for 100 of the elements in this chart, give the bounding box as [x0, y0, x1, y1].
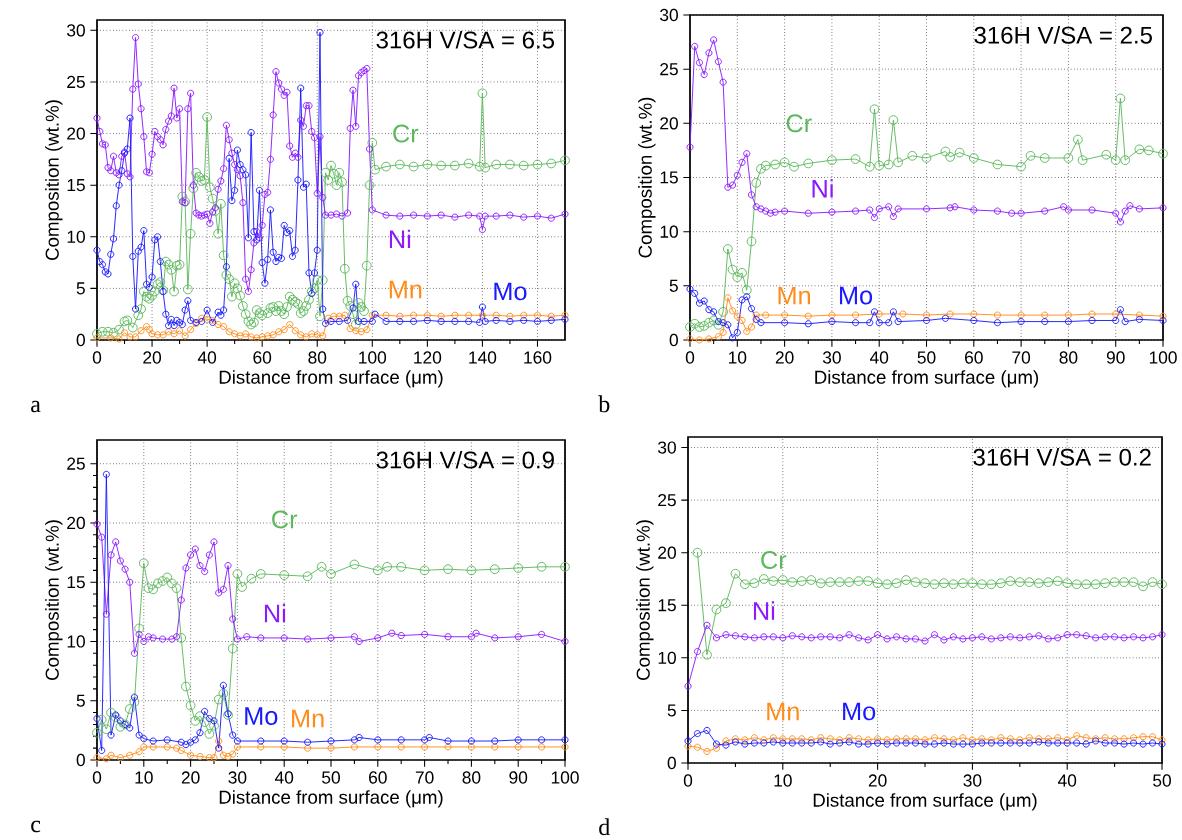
point — [760, 633, 768, 641]
point — [729, 181, 737, 189]
point — [195, 711, 205, 722]
point — [107, 751, 115, 759]
point — [894, 205, 902, 213]
point — [1092, 634, 1100, 642]
point — [804, 312, 812, 320]
point — [246, 573, 257, 584]
point — [382, 561, 393, 572]
point — [1148, 733, 1157, 741]
point — [750, 739, 758, 747]
point — [196, 752, 204, 760]
point — [757, 319, 765, 327]
point — [182, 564, 190, 572]
point — [817, 738, 825, 746]
point — [138, 558, 149, 569]
point — [864, 161, 875, 172]
point — [421, 736, 429, 744]
point — [1101, 633, 1109, 641]
point — [280, 743, 288, 751]
point — [911, 735, 920, 743]
point — [191, 545, 199, 553]
point — [102, 610, 110, 618]
x-tick-label: 0 — [92, 351, 102, 364]
chart-title: 316H V/SA = 0.9 — [376, 450, 554, 469]
point — [817, 633, 825, 641]
point — [750, 634, 758, 642]
y-tick-label: 10 — [67, 230, 85, 243]
point — [760, 160, 771, 171]
point — [92, 727, 102, 738]
point — [940, 146, 951, 157]
point — [714, 58, 722, 66]
point — [201, 568, 209, 576]
point — [1064, 206, 1072, 214]
point — [911, 635, 920, 643]
point — [815, 578, 826, 589]
y-axis-title: Composition (wt.%) — [638, 97, 656, 258]
point — [722, 741, 730, 749]
point — [182, 741, 190, 749]
point — [536, 561, 547, 572]
point — [806, 575, 817, 585]
point — [889, 212, 897, 221]
x-tick-label: 40 — [869, 351, 889, 364]
point — [771, 208, 779, 216]
point — [419, 565, 430, 576]
point — [788, 739, 796, 747]
x-tick-label: 160 — [524, 351, 552, 364]
point — [921, 637, 929, 645]
point — [355, 733, 363, 742]
y-tick-label: 5 — [76, 694, 85, 707]
point — [789, 161, 799, 172]
point — [978, 739, 986, 747]
x-tick-label: 80 — [308, 351, 327, 364]
point — [1008, 209, 1016, 217]
point — [1044, 635, 1052, 643]
point — [397, 632, 405, 640]
point — [930, 734, 939, 742]
series-label: Ni — [389, 229, 411, 249]
point — [686, 143, 694, 151]
point — [743, 150, 751, 158]
point — [703, 621, 711, 629]
point — [752, 203, 760, 211]
point — [968, 153, 979, 163]
point — [444, 737, 452, 745]
point — [257, 737, 265, 745]
point — [190, 716, 201, 726]
point — [1005, 576, 1016, 586]
point — [1006, 633, 1014, 641]
point — [152, 578, 163, 589]
point — [101, 724, 112, 735]
point — [693, 648, 702, 656]
point — [992, 159, 1003, 170]
point — [883, 159, 894, 170]
point — [1063, 153, 1074, 163]
point — [796, 576, 807, 586]
series-label: Ni — [812, 179, 833, 198]
point — [1158, 631, 1166, 639]
point — [777, 575, 788, 585]
x-axis-title: Distance from surface (μm) — [813, 793, 1037, 811]
chart-title: 316H V/SA = 6.5 — [376, 30, 555, 49]
point — [997, 739, 1005, 747]
point — [561, 736, 569, 744]
series-label: Ni — [264, 603, 286, 623]
point — [1017, 209, 1025, 217]
point — [920, 578, 930, 589]
point — [397, 736, 405, 744]
point — [750, 734, 758, 742]
point — [213, 694, 224, 705]
point — [997, 634, 1005, 642]
point — [743, 293, 751, 301]
point — [1111, 739, 1119, 747]
point — [210, 754, 218, 762]
point — [949, 736, 957, 744]
point — [1101, 734, 1109, 742]
point — [902, 635, 910, 643]
point — [762, 311, 770, 319]
y-tick-label: 0 — [667, 756, 676, 770]
point — [732, 272, 743, 283]
point — [209, 720, 219, 731]
point — [987, 635, 995, 643]
